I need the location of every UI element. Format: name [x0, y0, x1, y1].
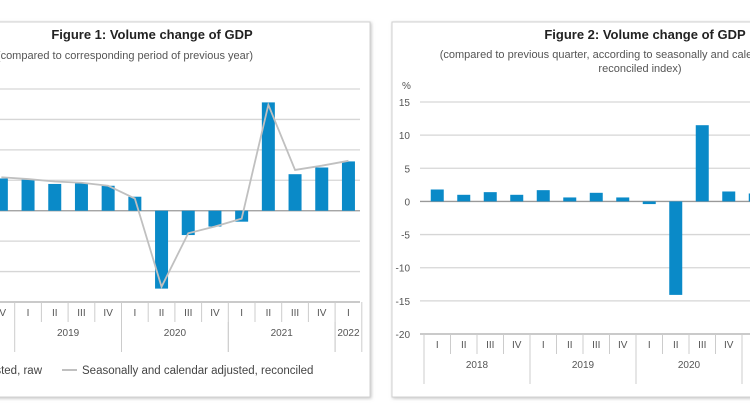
bar: [457, 194, 471, 202]
x-tick-label: I: [648, 340, 651, 351]
x-year-label: 2020: [164, 328, 187, 339]
bar: [536, 190, 550, 202]
bar: [748, 193, 750, 202]
x-tick-label: II: [567, 340, 573, 351]
figure-2-y-unit: %: [402, 81, 411, 92]
figure-1-title: Figure 1: Volume change of GDP: [51, 27, 253, 42]
bar: [563, 197, 577, 202]
y-tick-label: -5: [401, 231, 410, 242]
x-tick-label: IV: [0, 308, 6, 319]
reconciled-line: [1, 101, 349, 290]
bar: [430, 189, 444, 202]
bar: [48, 183, 62, 211]
x-tick-label: I: [542, 340, 545, 351]
x-tick-label: II: [159, 308, 165, 319]
y-tick-label: 0: [404, 197, 410, 208]
x-tick-label: II: [673, 340, 679, 351]
bar: [483, 192, 497, 202]
figure-1-panel: [0, 21, 371, 398]
y-tick-label: -10: [396, 264, 411, 275]
figure-2-title: Figure 2: Volume change of GDP: [544, 27, 746, 42]
bar: [510, 194, 524, 202]
bar: [695, 125, 709, 202]
x-tick-label: I: [27, 308, 30, 319]
bar: [21, 179, 35, 211]
x-year-label: 2021: [271, 328, 294, 339]
figure-1-plot: IVIIIIIIIVIIIIIIIVIIIIIIIVI2019202020212…: [0, 88, 363, 352]
y-tick-label: 5: [404, 164, 410, 175]
x-tick-label: II: [52, 308, 58, 319]
bar: [589, 192, 603, 202]
y-tick-label: -20: [396, 330, 411, 341]
y-tick-label: 10: [399, 131, 411, 142]
bar: [288, 174, 302, 211]
figure-1-legend: Seasonally and calendar adjusted, raw Se…: [0, 365, 313, 377]
x-tick-label: III: [184, 308, 192, 319]
bar: [722, 191, 736, 202]
x-tick-label: I: [347, 308, 350, 319]
bar: [341, 161, 355, 211]
x-tick-label: IV: [103, 308, 113, 319]
x-tick-label: III: [486, 340, 494, 351]
y-tick-label: -15: [396, 297, 411, 308]
bar: [74, 183, 88, 211]
x-tick-label: IV: [618, 340, 628, 351]
x-tick-label: III: [291, 308, 299, 319]
x-tick-label: II: [266, 308, 272, 319]
bar: [181, 210, 195, 236]
x-tick-label: IV: [210, 308, 220, 319]
bar: [315, 167, 329, 211]
bar: [261, 102, 275, 211]
bar: [208, 210, 222, 227]
x-tick-label: IV: [317, 308, 327, 319]
figure-1-subtitle: (compared to corresponding period of pre…: [0, 50, 253, 62]
x-tick-label: III: [77, 308, 85, 319]
x-tick-label: IV: [724, 340, 734, 351]
figure-2-subtitle-line1: (compared to previous quarter, according…: [440, 49, 750, 61]
x-tick-label: I: [436, 340, 439, 351]
y-tick-label: 15: [399, 98, 411, 109]
x-tick-label: III: [592, 340, 600, 351]
x-year-label: 2022: [337, 328, 360, 339]
x-year-label: 2019: [572, 360, 595, 371]
bar: [616, 197, 630, 202]
figure-2-subtitle-line2: reconciled index): [598, 63, 681, 75]
x-tick-label: I: [133, 308, 136, 319]
x-tick-label: III: [698, 340, 706, 351]
bar: [642, 201, 656, 205]
x-year-label: 2020: [678, 360, 701, 371]
x-year-label: 2018: [466, 360, 489, 371]
legend-label-raw: Seasonally and calendar adjusted, raw: [0, 365, 43, 377]
x-tick-label: I: [240, 308, 243, 319]
bar: [155, 210, 169, 289]
x-year-label: 2019: [57, 328, 80, 339]
bar: [669, 201, 683, 295]
bar: [101, 185, 115, 211]
x-tick-label: II: [461, 340, 467, 351]
legend-label-reconciled: Seasonally and calendar adjusted, reconc…: [82, 365, 313, 377]
x-tick-label: IV: [512, 340, 522, 351]
bar: [0, 178, 8, 211]
